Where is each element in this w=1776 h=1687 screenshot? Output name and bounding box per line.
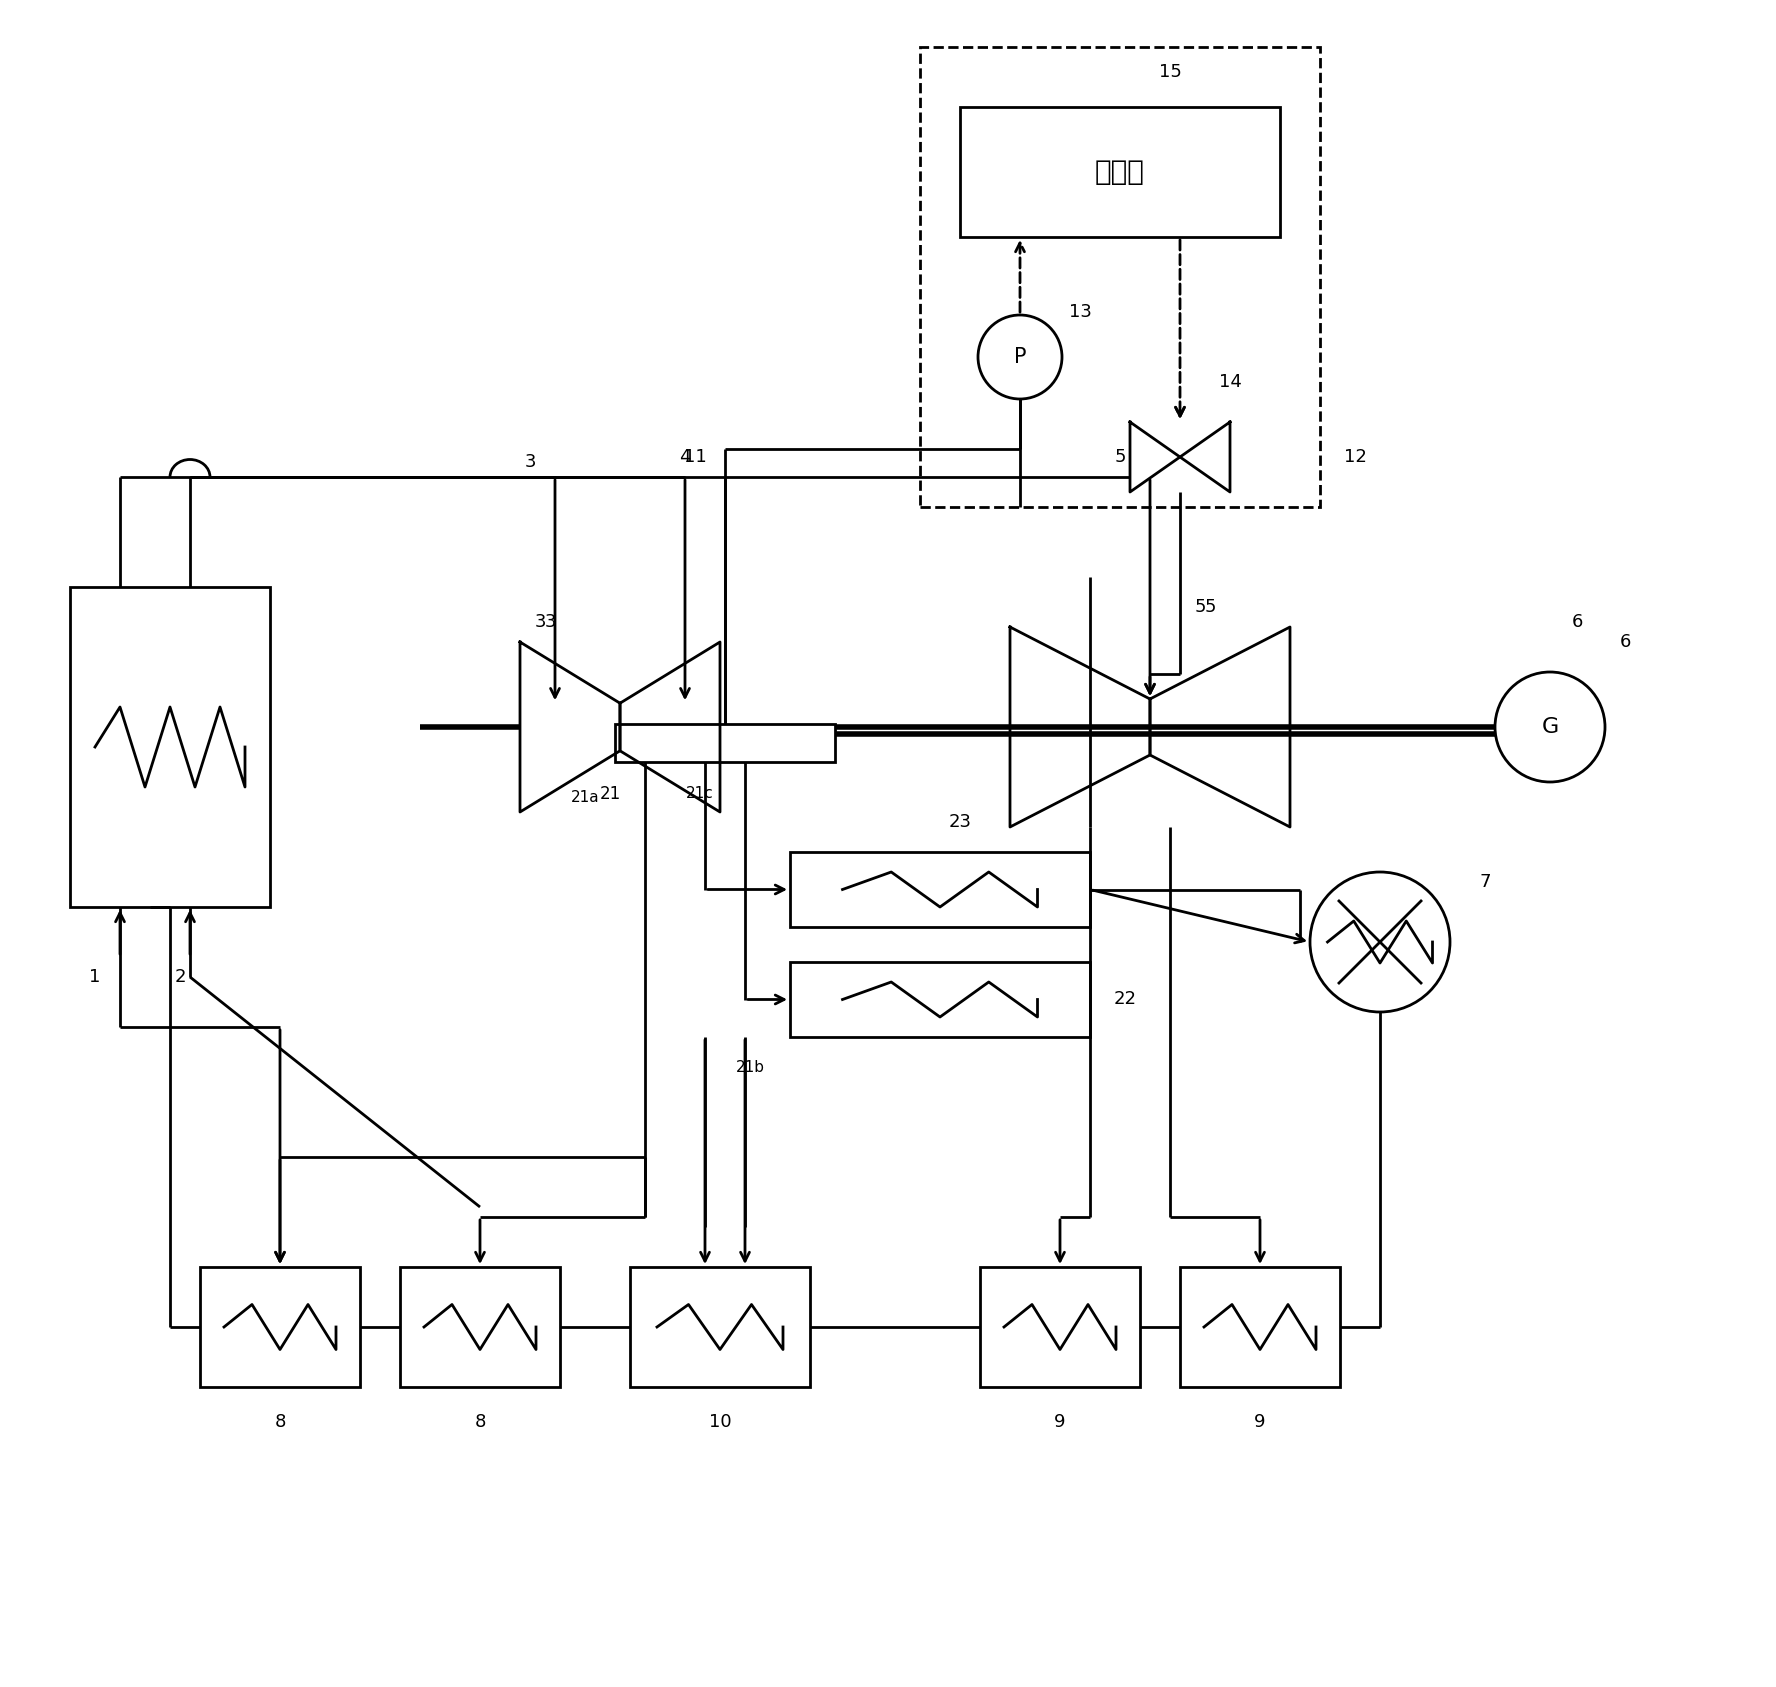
Bar — [790, 852, 1090, 926]
Text: 14: 14 — [1218, 373, 1241, 391]
Bar — [790, 962, 1090, 1038]
Bar — [1179, 1267, 1341, 1387]
Polygon shape — [1151, 628, 1289, 827]
Text: 12: 12 — [1344, 449, 1366, 466]
Text: 15: 15 — [1158, 62, 1181, 81]
Text: 21c: 21c — [686, 786, 714, 801]
Text: 8: 8 — [474, 1414, 485, 1431]
Polygon shape — [1011, 628, 1151, 827]
Text: 22: 22 — [1114, 990, 1137, 1009]
Polygon shape — [620, 643, 719, 811]
Text: 10: 10 — [709, 1414, 732, 1431]
Bar — [980, 1267, 1140, 1387]
Polygon shape — [520, 643, 620, 811]
Text: 13: 13 — [1069, 304, 1092, 321]
Text: 1: 1 — [89, 968, 101, 985]
Bar — [920, 47, 1320, 508]
Text: G: G — [1542, 717, 1559, 737]
Bar — [69, 587, 270, 908]
Text: 5: 5 — [1204, 597, 1217, 616]
Text: 8: 8 — [274, 1414, 286, 1431]
Text: 3: 3 — [543, 612, 556, 631]
Polygon shape — [1179, 422, 1231, 493]
Text: 3: 3 — [535, 612, 545, 631]
Text: 4: 4 — [678, 449, 691, 466]
Bar — [630, 1267, 810, 1387]
Text: 9: 9 — [1254, 1414, 1266, 1431]
Text: 21a: 21a — [570, 790, 599, 805]
Text: 5: 5 — [1193, 597, 1206, 616]
Bar — [614, 724, 835, 763]
Text: 5: 5 — [1114, 449, 1126, 466]
Bar — [400, 1267, 559, 1387]
Polygon shape — [1130, 422, 1179, 493]
Text: 7: 7 — [1479, 872, 1490, 891]
Text: 21: 21 — [599, 784, 620, 803]
Text: 6: 6 — [1572, 612, 1582, 631]
Text: 11: 11 — [684, 449, 707, 466]
Bar — [201, 1267, 361, 1387]
Text: 21b: 21b — [735, 1059, 764, 1075]
Text: 6: 6 — [1620, 633, 1630, 651]
Text: P: P — [1014, 348, 1027, 368]
Text: 2: 2 — [174, 968, 186, 985]
Text: 3: 3 — [524, 454, 536, 471]
Bar — [961, 106, 1280, 236]
Text: 控制器: 控制器 — [1096, 159, 1146, 186]
Text: 9: 9 — [1055, 1414, 1066, 1431]
Text: 23: 23 — [948, 813, 971, 832]
